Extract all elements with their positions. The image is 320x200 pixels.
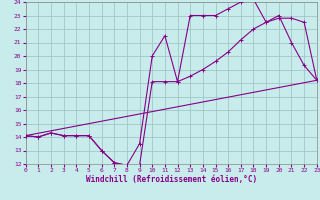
X-axis label: Windchill (Refroidissement éolien,°C): Windchill (Refroidissement éolien,°C) bbox=[86, 175, 257, 184]
